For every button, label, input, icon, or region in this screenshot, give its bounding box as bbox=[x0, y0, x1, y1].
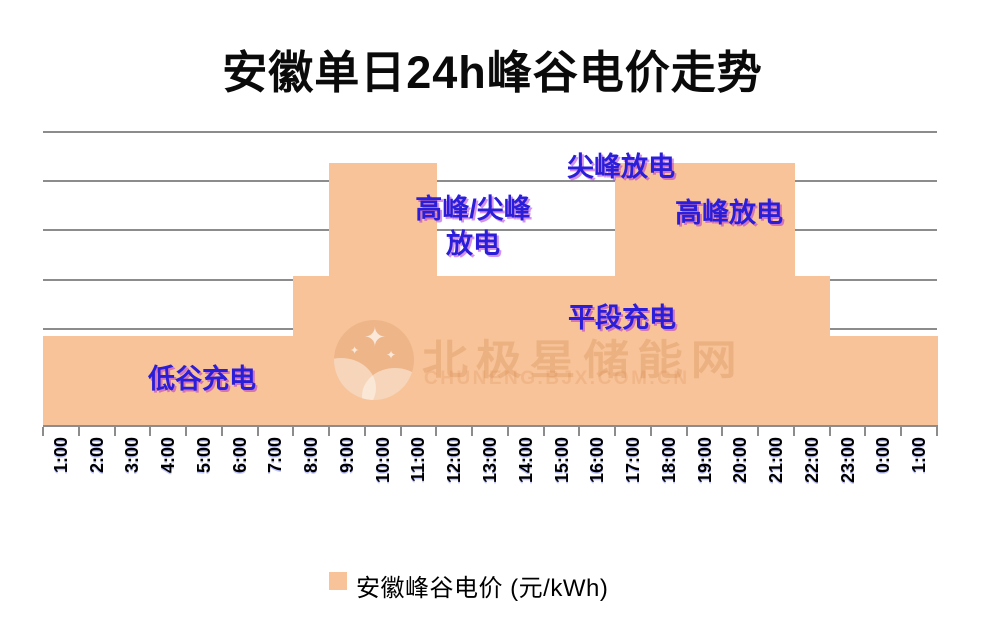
axis-tick bbox=[685, 427, 688, 436]
x-label-8:00: 8:00 bbox=[301, 437, 322, 474]
bar-2:00 bbox=[78, 336, 116, 427]
axis-tick bbox=[936, 427, 938, 436]
axis-tick bbox=[506, 427, 509, 436]
bar-0:00 bbox=[865, 336, 902, 427]
x-label-1:00: 1:00 bbox=[909, 437, 930, 474]
x-label-0:00: 0:00 bbox=[873, 437, 894, 474]
x-label-23:00: 23:00 bbox=[837, 437, 858, 484]
axis-tick bbox=[792, 427, 795, 436]
bar-13:00 bbox=[472, 275, 509, 427]
bar-1:00 bbox=[43, 336, 80, 427]
x-label-4:00: 4:00 bbox=[158, 437, 179, 474]
sharp-peak-discharge-label: 尖峰放电 bbox=[567, 152, 675, 182]
x-label-20:00: 20:00 bbox=[730, 437, 751, 484]
axis-tick bbox=[220, 427, 223, 436]
bar-7:00 bbox=[257, 336, 294, 427]
valley-charge-label: 低谷充电 bbox=[148, 364, 256, 394]
bar-11:00 bbox=[400, 162, 437, 427]
bar-20:00 bbox=[722, 162, 759, 427]
gridline bbox=[43, 180, 937, 183]
legend-swatch bbox=[329, 572, 347, 590]
bar-14:00 bbox=[507, 275, 545, 427]
bar-21:00 bbox=[758, 162, 795, 427]
bar-12:00 bbox=[436, 275, 473, 427]
x-label-17:00: 17:00 bbox=[623, 437, 644, 484]
x-label-16:00: 16:00 bbox=[587, 437, 608, 484]
evening-peak-discharge-label: 高峰放电 bbox=[675, 198, 783, 228]
bar-1:00 bbox=[901, 336, 938, 427]
bar-10:00 bbox=[364, 162, 402, 427]
x-label-6:00: 6:00 bbox=[229, 437, 250, 474]
bar-6:00 bbox=[221, 336, 259, 427]
axis-tick bbox=[721, 427, 724, 436]
bar-18:00 bbox=[650, 162, 688, 427]
gridline bbox=[43, 131, 937, 133]
plot-area bbox=[43, 131, 938, 427]
gridline bbox=[43, 229, 937, 232]
x-label-19:00: 19:00 bbox=[694, 437, 715, 484]
bar-9:00 bbox=[329, 162, 366, 427]
x-label-11:00: 11:00 bbox=[408, 437, 429, 483]
axis-tick bbox=[864, 427, 867, 436]
axis-tick bbox=[614, 427, 617, 436]
axis-tick bbox=[292, 427, 295, 436]
axis-tick bbox=[77, 427, 80, 436]
x-label-14:00: 14:00 bbox=[515, 437, 536, 484]
axis-tick bbox=[828, 427, 831, 436]
axis-tick bbox=[42, 427, 44, 436]
bar-4:00 bbox=[150, 336, 187, 427]
x-label-12:00: 12:00 bbox=[444, 437, 465, 484]
axis-tick bbox=[649, 427, 652, 436]
x-label-18:00: 18:00 bbox=[658, 437, 679, 484]
x-label-9:00: 9:00 bbox=[336, 437, 357, 474]
x-label-13:00: 13:00 bbox=[480, 437, 500, 484]
flat-charge-label: 平段充电 bbox=[568, 303, 676, 333]
x-label-3:00: 3:00 bbox=[122, 437, 143, 474]
x-label-7:00: 7:00 bbox=[265, 437, 286, 474]
bar-23:00 bbox=[829, 336, 867, 427]
x-label-22:00: 22:00 bbox=[801, 437, 822, 484]
axis-tick bbox=[757, 427, 760, 436]
x-label-21:00: 21:00 bbox=[766, 437, 787, 484]
legend: 安徽峰谷电价 (元/kWh) bbox=[329, 568, 608, 603]
axis-tick bbox=[399, 427, 402, 436]
x-label-15:00: 15:00 bbox=[551, 437, 572, 484]
legend-series-label: 安徽峰谷电价 (元/kWh) bbox=[356, 575, 609, 602]
axis-tick bbox=[185, 427, 188, 436]
axis-tick bbox=[578, 427, 581, 436]
x-label-2:00: 2:00 bbox=[86, 437, 107, 474]
bar-17:00 bbox=[615, 162, 652, 427]
bar-5:00 bbox=[186, 336, 223, 427]
axis-tick bbox=[363, 427, 366, 436]
x-label-10:00: 10:00 bbox=[372, 437, 393, 484]
bar-15:00 bbox=[543, 275, 580, 427]
x-axis-line bbox=[43, 425, 938, 427]
morning-peak-discharge-label: 高峰/尖峰 放电 bbox=[415, 194, 531, 259]
axis-tick bbox=[471, 427, 474, 436]
x-label-5:00: 5:00 bbox=[193, 437, 214, 474]
bar-16:00 bbox=[579, 275, 616, 427]
axis-tick bbox=[113, 427, 116, 436]
axis-tick bbox=[328, 427, 331, 436]
axis-tick bbox=[542, 427, 545, 436]
bar-19:00 bbox=[686, 162, 724, 427]
bar-22:00 bbox=[793, 275, 831, 427]
page-title: 安徽单日24h峰谷电价走势 bbox=[222, 47, 763, 98]
axis-tick bbox=[149, 427, 152, 436]
bar-3:00 bbox=[114, 336, 151, 427]
axis-tick bbox=[256, 427, 259, 436]
bar-8:00 bbox=[293, 275, 330, 427]
x-label-1:00: 1:00 bbox=[50, 437, 71, 474]
axis-tick bbox=[435, 427, 438, 436]
axis-tick bbox=[900, 427, 903, 436]
